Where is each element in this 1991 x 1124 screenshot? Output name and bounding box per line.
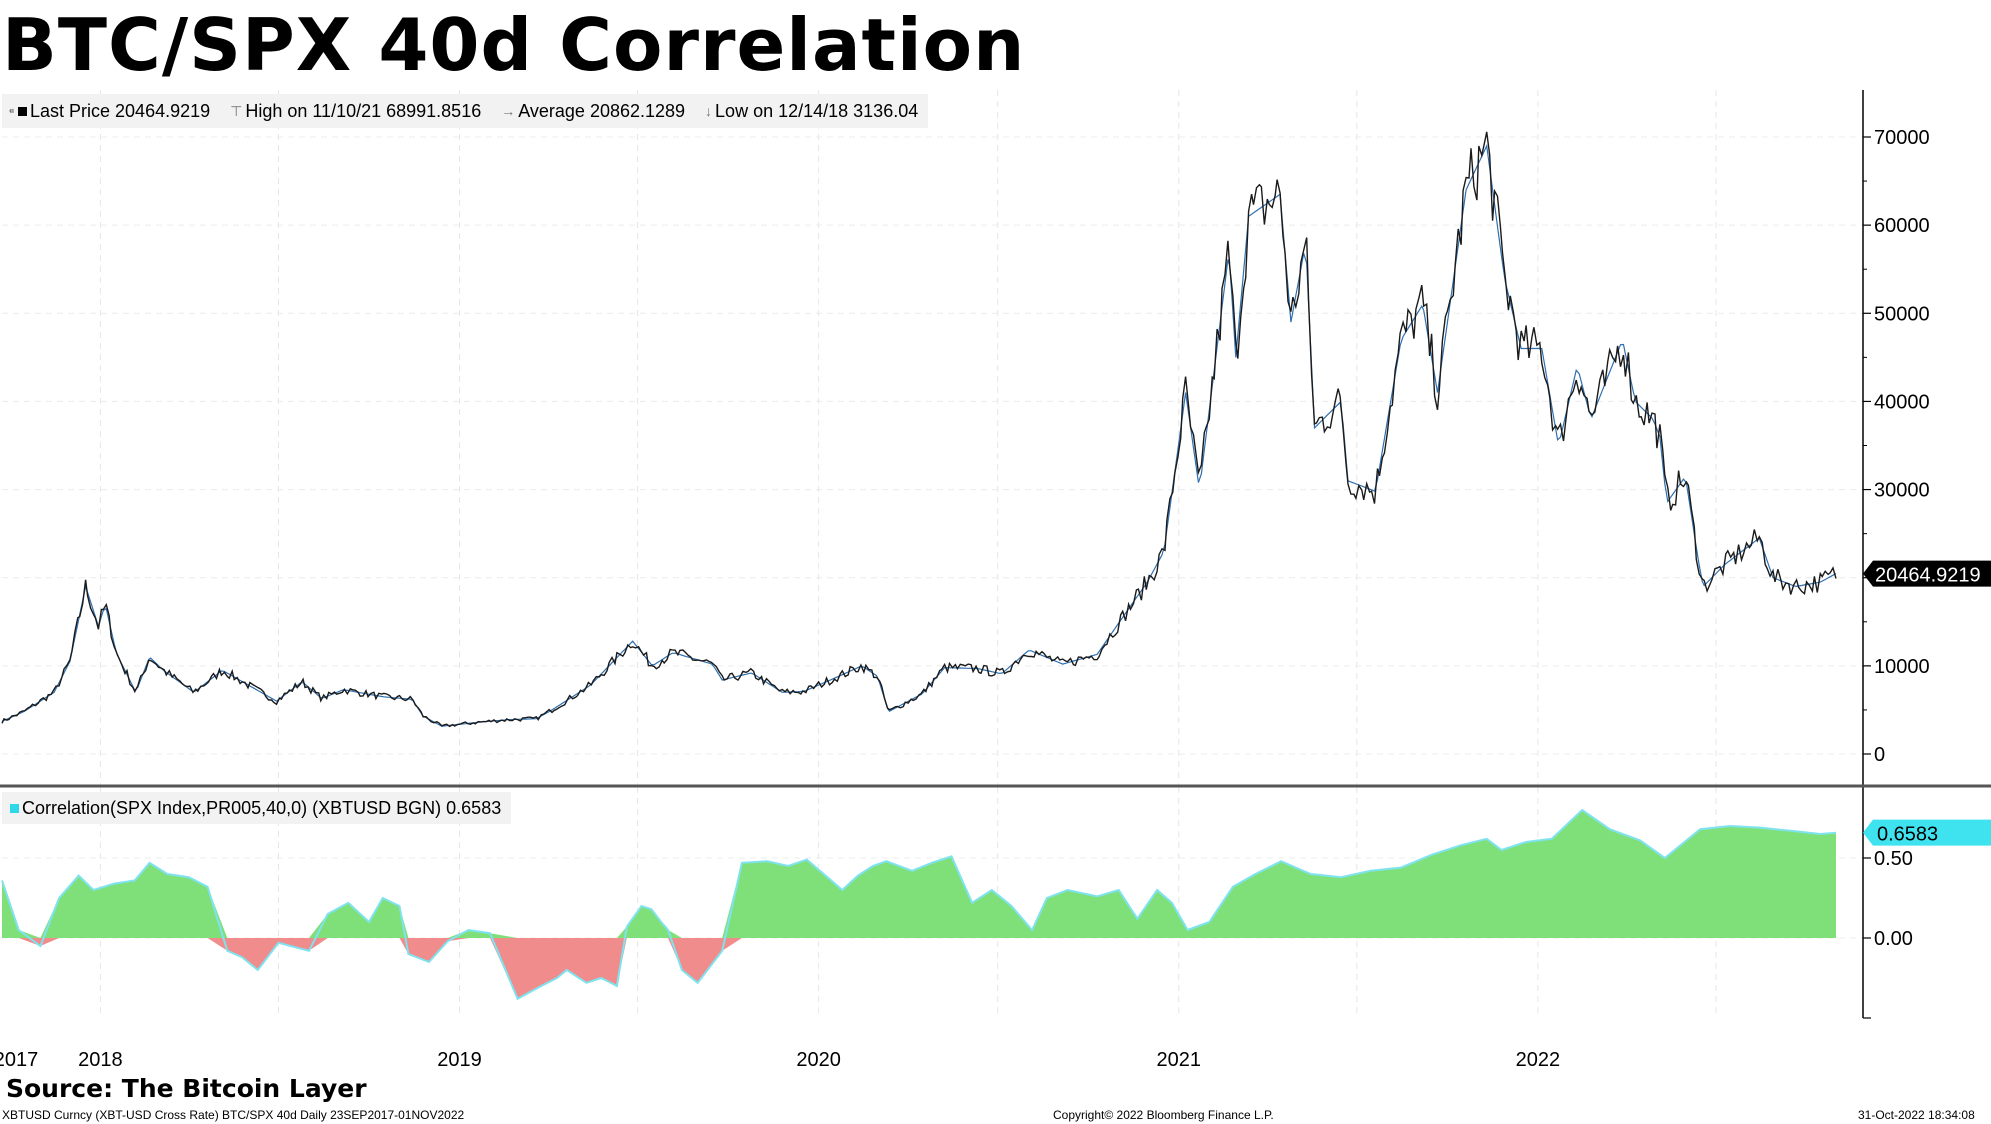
price-series <box>1 131 1837 728</box>
legend-last-price-label: Last Price 20464.9219 <box>30 100 211 121</box>
price-y-tick-label: 30000 <box>1874 480 1930 502</box>
price-y-tick-label: 70000 <box>1874 127 1930 149</box>
last-price-marker-icon: ⁌ <box>8 102 15 119</box>
legend-average-label: Average 20862.1289 <box>518 100 686 121</box>
last-corr-callout-label: 0.6583 <box>1877 824 1938 846</box>
price-line-smooth <box>1 143 1837 727</box>
corr-y-tick-label: 0.00 <box>1874 928 1913 950</box>
correlation-negative-area <box>2 938 1836 999</box>
last-price-callout-box <box>1863 560 1991 587</box>
correlation-line <box>1 808 1837 1001</box>
axes <box>0 90 1991 1019</box>
x-axis-label: 2021 <box>1157 1049 1202 1071</box>
x-axis-label: 2018 <box>78 1049 123 1071</box>
footer-security-info: XBTUSD Curncy (XBT-USD Cross Rate) BTC/S… <box>2 1108 465 1122</box>
legend-low: ↓ Low on 12/14/18 3136.04 <box>705 101 918 122</box>
high-marker-icon: ⊤ <box>230 102 243 119</box>
legend-low-label: Low on 12/14/18 3136.04 <box>715 100 919 121</box>
average-marker-icon: → <box>501 103 516 119</box>
last-price-callout-label: 20464.9219 <box>1875 565 1981 587</box>
price-y-tick-label: 60000 <box>1874 215 1930 237</box>
source-note: Source: The Bitcoin Layer <box>6 1074 367 1103</box>
correlation-legend-label: Correlation(SPX Index,PR005,40,0) (XBTUS… <box>22 797 502 818</box>
price-line <box>1 131 1837 728</box>
axis-labels: 0100002000030000400005000060000700000.00… <box>0 127 1991 1071</box>
correlation-positive-area <box>2 810 1836 938</box>
x-axis-label: 2017 <box>0 1049 38 1071</box>
correlation-legend: Correlation(SPX Index,PR005,40,0) (XBTUS… <box>2 792 512 824</box>
price-legend: ⁌ Last Price 20464.9219 ⊤ High on 11/10/… <box>2 94 929 128</box>
x-axis-label: 2020 <box>796 1049 841 1071</box>
x-axis-label: 2022 <box>1516 1049 1561 1071</box>
x-axis-label: 2019 <box>437 1049 482 1071</box>
legend-high-label: High on 11/10/21 68991.8516 <box>245 100 482 121</box>
legend-high: ⊤ High on 11/10/21 68991.8516 <box>230 101 481 122</box>
footer-copyright: Copyright© 2022 Bloomberg Finance L.P. <box>1053 1108 1274 1122</box>
correlation-series <box>1 808 1837 1001</box>
legend-last-price: ⁌ Last Price 20464.9219 <box>8 101 210 122</box>
corr-y-tick-label: 0.50 <box>1874 848 1913 870</box>
low-marker-icon: ↓ <box>705 103 713 119</box>
price-y-tick-label: 0 <box>1874 744 1885 766</box>
price-y-tick-label: 40000 <box>1874 391 1930 413</box>
last-corr-callout-box <box>1863 819 1991 846</box>
legend-average: → Average 20862.1289 <box>501 101 685 122</box>
footer-timestamp: 31-Oct-2022 18:34:08 <box>1858 1108 1975 1122</box>
page-title: BTC/SPX 40d Correlation <box>2 3 1026 87</box>
price-y-tick-label: 10000 <box>1874 656 1930 678</box>
correlation-swatch <box>10 803 19 813</box>
last-price-swatch <box>18 106 27 116</box>
price-y-tick-label: 50000 <box>1874 303 1930 325</box>
